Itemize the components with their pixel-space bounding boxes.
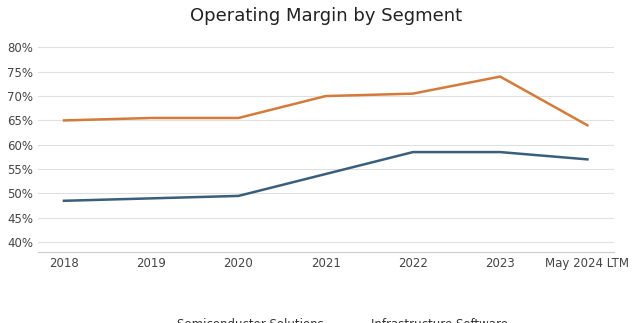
- Infrastructure Software: [235, 116, 243, 120]
- Semiconductor Solutions: [584, 157, 591, 161]
- Legend: Semiconductor Solutions, Infrastructure Software: Semiconductor Solutions, Infrastructure …: [139, 314, 513, 323]
- Semiconductor Solutions: [235, 194, 243, 198]
- Line: Infrastructure Software: Infrastructure Software: [64, 77, 588, 125]
- Semiconductor Solutions: [409, 150, 417, 154]
- Semiconductor Solutions: [60, 199, 68, 203]
- Infrastructure Software: [409, 92, 417, 96]
- Semiconductor Solutions: [322, 172, 330, 176]
- Semiconductor Solutions: [497, 150, 504, 154]
- Infrastructure Software: [584, 123, 591, 127]
- Infrastructure Software: [60, 119, 68, 122]
- Line: Semiconductor Solutions: Semiconductor Solutions: [64, 152, 588, 201]
- Infrastructure Software: [322, 94, 330, 98]
- Infrastructure Software: [497, 75, 504, 78]
- Semiconductor Solutions: [147, 196, 155, 200]
- Infrastructure Software: [147, 116, 155, 120]
- Title: Operating Margin by Segment: Operating Margin by Segment: [189, 7, 462, 25]
